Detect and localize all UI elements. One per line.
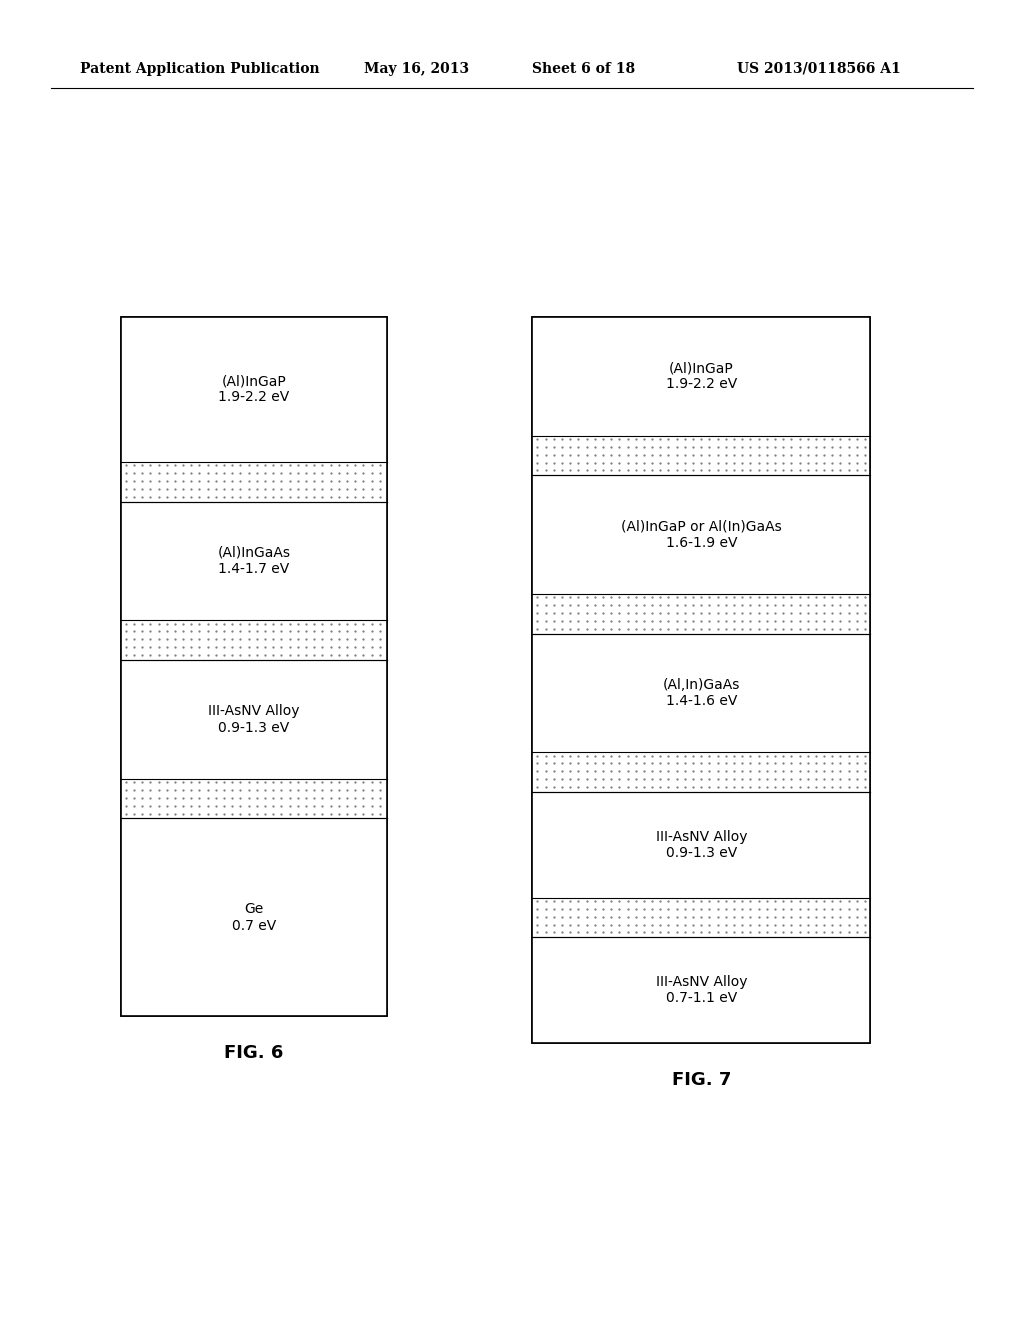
Text: (Al)InGaP
1.9-2.2 eV: (Al)InGaP 1.9-2.2 eV [666,362,737,391]
Text: Sheet 6 of 18: Sheet 6 of 18 [532,62,636,75]
Bar [532,436,870,475]
Text: May 16, 2013: May 16, 2013 [364,62,469,75]
Bar [532,317,870,436]
Bar [121,502,387,620]
Bar [121,462,387,502]
Text: III-AsNV Alloy
0.9-1.3 eV: III-AsNV Alloy 0.9-1.3 eV [655,830,748,859]
Bar [121,818,387,1016]
Text: US 2013/0118566 A1: US 2013/0118566 A1 [737,62,901,75]
Text: (Al)InGaP or Al(In)GaAs
1.6-1.9 eV: (Al)InGaP or Al(In)GaAs 1.6-1.9 eV [622,520,781,549]
Text: FIG. 7: FIG. 7 [672,1071,731,1089]
Bar [532,898,870,937]
Bar [121,620,387,660]
Bar [121,779,387,818]
Bar [121,660,387,779]
Bar [532,475,870,594]
Bar [532,752,870,792]
Bar [121,317,387,462]
Text: FIG. 6: FIG. 6 [224,1044,284,1063]
Bar [532,792,870,898]
Bar [532,594,870,634]
Text: Ge
0.7 eV: Ge 0.7 eV [231,903,276,932]
Text: (Al)InGaP
1.9-2.2 eV: (Al)InGaP 1.9-2.2 eV [218,375,290,404]
Text: Patent Application Publication: Patent Application Publication [80,62,319,75]
Text: (Al)InGaAs
1.4-1.7 eV: (Al)InGaAs 1.4-1.7 eV [217,546,291,576]
Bar [532,317,870,1043]
Bar [532,937,870,1043]
Bar [121,317,387,1016]
Bar [532,317,870,1043]
Text: III-AsNV Alloy
0.7-1.1 eV: III-AsNV Alloy 0.7-1.1 eV [655,975,748,1005]
Bar [121,317,387,1016]
Text: III-AsNV Alloy
0.9-1.3 eV: III-AsNV Alloy 0.9-1.3 eV [208,705,300,734]
Text: (Al,In)GaAs
1.4-1.6 eV: (Al,In)GaAs 1.4-1.6 eV [663,678,740,708]
Bar [532,634,870,752]
